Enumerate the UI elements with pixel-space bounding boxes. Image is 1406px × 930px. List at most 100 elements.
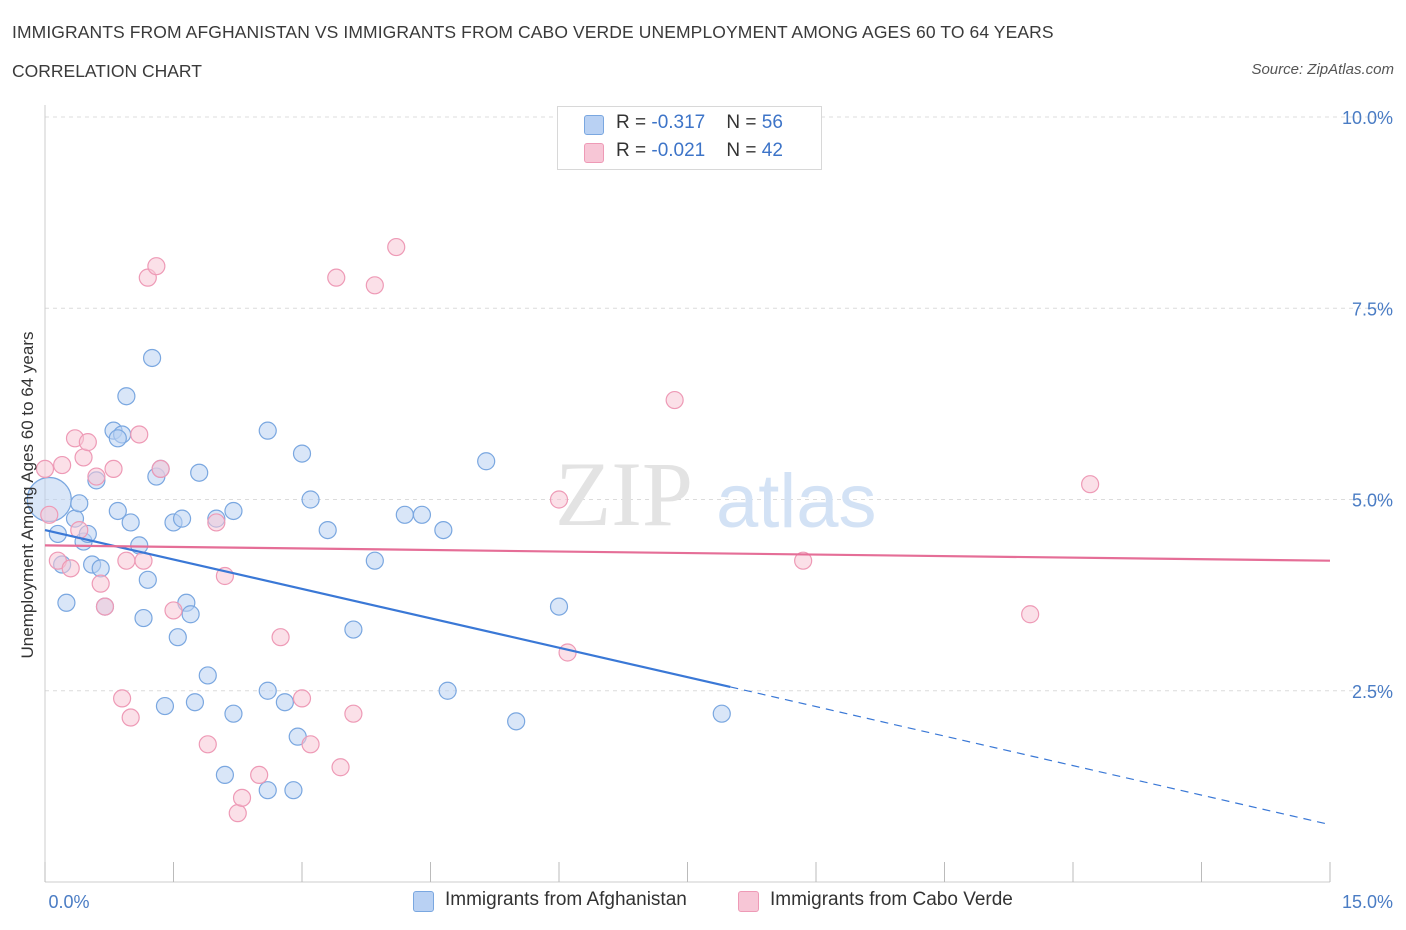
data-point-afghanistan <box>301 490 320 509</box>
data-point-afghanistan <box>477 452 496 471</box>
data-point-afghanistan <box>224 501 243 521</box>
data-point-afghanistan <box>155 696 175 716</box>
legend-n-label: N = <box>726 112 762 133</box>
legend-r-value: -0.021 <box>651 140 706 161</box>
data-point-caboverde <box>198 735 217 754</box>
data-point-afghanistan <box>138 570 157 589</box>
data-point-afghanistan <box>185 693 205 712</box>
data-point-caboverde <box>387 237 406 257</box>
data-point-afghanistan <box>134 608 153 628</box>
watermark-zip: ZIP <box>555 443 693 545</box>
data-point-caboverde <box>74 448 93 467</box>
data-point-afghanistan <box>117 387 136 406</box>
data-point-caboverde <box>331 758 350 777</box>
series-label-afghanistan: Immigrants from Afghanistan <box>445 889 687 910</box>
data-point-caboverde <box>35 459 55 478</box>
data-point-afghanistan <box>142 348 162 368</box>
y-tick-label: 10.0% <box>1342 108 1393 128</box>
data-point-caboverde <box>292 689 312 708</box>
data-point-caboverde <box>151 459 170 478</box>
data-point-afghanistan <box>108 429 127 448</box>
data-point-caboverde <box>78 433 97 452</box>
data-point-caboverde <box>207 513 226 532</box>
legend-stats-caboverde: R = -0.021 N = 42 <box>616 140 783 162</box>
data-point-caboverde <box>104 459 123 478</box>
y-axis-label: Unemployment Among Ages 60 to 64 years <box>18 332 37 659</box>
points-layer <box>26 237 1100 823</box>
data-point-caboverde <box>558 643 577 662</box>
data-point-caboverde <box>87 467 106 486</box>
legend-stats-afghanistan: R = -0.317 N = 56 <box>616 112 783 134</box>
data-point-caboverde <box>91 574 110 593</box>
legend-r-label: R = <box>616 112 652 133</box>
watermark-atlas: atlas <box>716 459 877 544</box>
data-point-caboverde <box>95 597 115 616</box>
data-point-afghanistan <box>438 681 457 700</box>
y-tick-label: 7.5% <box>1352 299 1393 319</box>
trendline-afghanistan <box>44 529 731 688</box>
data-point-caboverde <box>112 689 132 708</box>
legend-r-label: R = <box>616 140 652 161</box>
x-tick-label: 0.0% <box>48 892 89 912</box>
data-point-caboverde <box>365 276 384 295</box>
data-point-caboverde <box>121 708 140 727</box>
data-point-caboverde <box>665 390 684 410</box>
data-point-afghanistan <box>91 559 110 578</box>
data-point-caboverde <box>61 559 80 578</box>
labels-layer: 2.5% 5.0% 7.5% 10.0% 0.0% 15.0% Unemployment A… <box>18 108 1393 912</box>
legend-swatch-caboverde <box>584 143 604 163</box>
series-swatch-afghanistan <box>413 891 434 912</box>
data-point-afghanistan <box>507 712 526 731</box>
data-point-afghanistan <box>190 463 209 482</box>
data-point-afghanistan <box>434 520 453 540</box>
data-point-caboverde <box>301 735 320 754</box>
data-point-afghanistan <box>412 505 432 524</box>
data-point-afghanistan <box>168 628 187 647</box>
data-point-afghanistan <box>70 494 89 513</box>
data-point-caboverde <box>53 455 72 475</box>
data-point-afghanistan <box>395 505 414 524</box>
series-label-caboverde: Immigrants from Cabo Verde <box>770 889 1013 910</box>
data-point-afghanistan <box>275 693 294 712</box>
legend-r-value: -0.317 <box>651 112 706 133</box>
data-point-caboverde <box>1081 475 1100 494</box>
y-tick-label: 2.5% <box>1352 682 1393 702</box>
data-point-caboverde <box>549 490 569 509</box>
data-point-afghanistan <box>57 593 76 612</box>
watermark: ZIP atlas <box>555 443 877 545</box>
data-point-afghanistan <box>121 513 140 532</box>
data-point-caboverde <box>327 268 346 287</box>
data-point-caboverde <box>117 551 136 570</box>
legend-n-value: 56 <box>761 112 783 133</box>
legend-n-value: 42 <box>761 140 783 161</box>
chart-subtitle: CORRELATION CHART <box>12 61 202 81</box>
data-point-caboverde <box>232 788 252 807</box>
data-point-afghanistan <box>108 501 127 521</box>
data-point-afghanistan <box>365 551 384 570</box>
data-point-afghanistan <box>712 704 731 723</box>
data-point-caboverde <box>1021 605 1040 624</box>
data-point-caboverde <box>271 628 290 647</box>
data-point-afghanistan <box>215 765 234 785</box>
y-tick-label: 5.0% <box>1352 491 1393 511</box>
data-point-caboverde <box>794 551 813 570</box>
legend-n-label: N = <box>726 140 762 161</box>
data-point-afghanistan <box>318 520 337 540</box>
chart-title: IMMIGRANTS FROM AFGHANISTAN VS IMMIGRANT… <box>12 22 1054 42</box>
data-point-afghanistan <box>258 781 277 800</box>
data-point-caboverde <box>130 425 149 444</box>
data-point-afghanistan <box>344 620 363 639</box>
source-label: Source: ZipAtlas.com <box>1251 61 1394 78</box>
trendline-afghanistan-extension <box>730 686 1331 826</box>
legend-swatch-afghanistan <box>584 115 604 135</box>
correlation-legend: R = -0.317 N = 56 R = -0.021 N = 42 <box>557 106 822 170</box>
data-point-afghanistan <box>181 605 200 624</box>
data-point-afghanistan <box>284 781 303 800</box>
grid-layer <box>45 116 1390 692</box>
data-point-caboverde <box>40 505 59 524</box>
trend-layer <box>44 529 1331 826</box>
data-point-caboverde <box>344 704 363 723</box>
data-point-afghanistan <box>258 421 277 440</box>
data-point-afghanistan <box>172 509 192 528</box>
